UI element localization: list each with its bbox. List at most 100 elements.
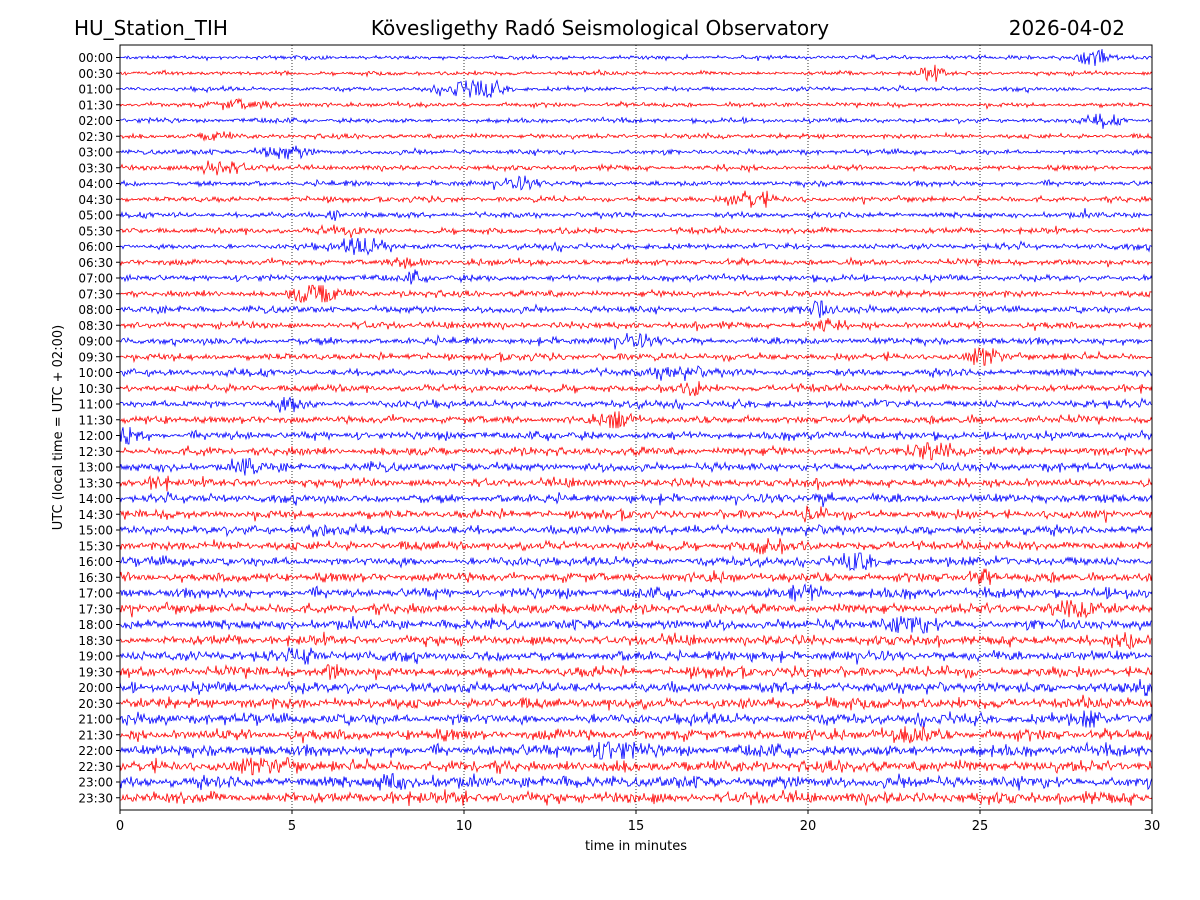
y-tick-label: 18:00 [78,618,113,632]
x-tick-label: 25 [972,819,989,834]
seismic-trace [119,300,1153,319]
seismic-trace [119,538,1153,555]
y-tick-label: 06:30 [78,256,113,270]
seismic-trace [119,663,1153,681]
record-date: 2026-04-02 [1008,16,1125,40]
seismic-trace [119,491,1153,508]
y-tick-label: 08:30 [78,319,113,333]
y-tick-label: 05:00 [78,209,113,223]
y-tick-label: 23:30 [78,791,113,805]
station-name: HU_Station_TIH [74,16,228,40]
y-tick-label: 08:00 [78,303,113,317]
y-tick-label: 11:30 [78,413,113,427]
seismic-trace [119,741,1153,760]
x-tick-label: 0 [116,819,124,834]
grid-lines [291,45,981,810]
seismic-trace [119,710,1153,728]
seismic-trace [119,694,1153,711]
seismic-trace [119,346,1153,366]
y-tick-label: 03:00 [78,146,113,160]
seismic-trace [119,256,1153,269]
observatory-title: Kövesligethy Radó Seismological Observat… [370,16,830,40]
seismic-trace [119,223,1153,238]
y-tick-label: 02:30 [78,130,113,144]
seismic-trace [119,552,1153,572]
y-tick-label: 17:30 [78,602,113,616]
seismic-trace [119,772,1153,791]
y-tick-label: 01:30 [78,98,113,112]
seismic-trace [119,631,1153,650]
seismic-trace [119,48,1153,67]
seismic-trace [119,175,1153,191]
y-tick-label: 16:00 [78,555,113,569]
seismic-trace [119,237,1153,256]
y-tick-label: 02:00 [78,114,113,128]
seismic-trace [119,160,1153,176]
seismic-trace [119,145,1153,160]
y-tick-label: 04:30 [78,193,113,207]
y-tick-label: 11:00 [78,398,113,412]
y-tick-label: 22:30 [78,760,113,774]
seismic-trace [119,647,1153,665]
y-tick-label: 09:00 [78,335,113,349]
plot-frame [119,44,1153,811]
y-tick-label: 21:00 [78,713,113,727]
x-axis-label: time in minutes [585,839,687,854]
y-tick-label: 13:30 [78,476,113,490]
seismic-trace [119,568,1153,586]
y-tick-label: 12:30 [78,445,113,459]
y-tick-label: 14:30 [78,508,113,522]
seismic-trace [119,411,1153,429]
x-tick-label: 15 [628,819,645,834]
y-tick-label: 12:00 [78,429,113,443]
seismic-trace [119,208,1153,222]
y-tick-label: 20:00 [78,681,113,695]
seismic-traces [119,48,1153,807]
seismic-trace [119,426,1153,445]
y-axis-label: UTC (local time = UTC + 02:00) [51,325,66,530]
seismic-trace [119,97,1153,111]
y-tick-label: 23:00 [78,776,113,790]
seismic-trace [119,317,1153,333]
seismic-trace [119,442,1153,461]
seismic-trace [119,365,1153,382]
y-tick-label: 15:30 [78,539,113,553]
y-tick-label: 20:30 [78,697,113,711]
y-tick-label: 22:00 [78,744,113,758]
seismic-trace [119,615,1153,634]
y-tick-label: 09:30 [78,350,113,364]
seismic-trace [119,113,1153,129]
seismic-trace [119,269,1153,285]
y-tick-label: 13:00 [78,461,113,475]
y-tick-label: 18:30 [78,634,113,648]
seismic-trace [119,505,1153,523]
y-tick-label: 10:00 [78,366,113,380]
x-tick-label: 5 [288,819,296,834]
x-tick-label: 30 [1144,819,1161,834]
seismic-trace [119,475,1153,492]
seismic-trace [119,522,1153,538]
seismic-trace [119,284,1153,304]
seismic-trace [119,396,1153,413]
y-tick-label: 07:30 [78,287,113,301]
y-tick-label: 15:00 [78,524,113,538]
y-tick-label: 10:30 [78,382,113,396]
x-tick-label: 20 [800,819,817,834]
seismic-trace [119,64,1153,82]
y-tick-label: 19:00 [78,650,113,664]
seismic-trace [119,725,1153,744]
seismic-trace [119,583,1153,602]
x-axis-ticks: 0 5 10 15 20 25 30 [116,810,1160,834]
y-tick-label: 03:30 [78,161,113,175]
seismic-trace [119,332,1153,350]
y-tick-label: 16:30 [78,571,113,585]
y-tick-label: 00:00 [78,51,113,65]
seismic-trace [119,600,1153,619]
seismic-trace [119,458,1153,476]
seismic-trace [119,190,1153,208]
y-tick-label: 14:00 [78,492,113,506]
y-tick-label: 01:00 [78,83,113,97]
